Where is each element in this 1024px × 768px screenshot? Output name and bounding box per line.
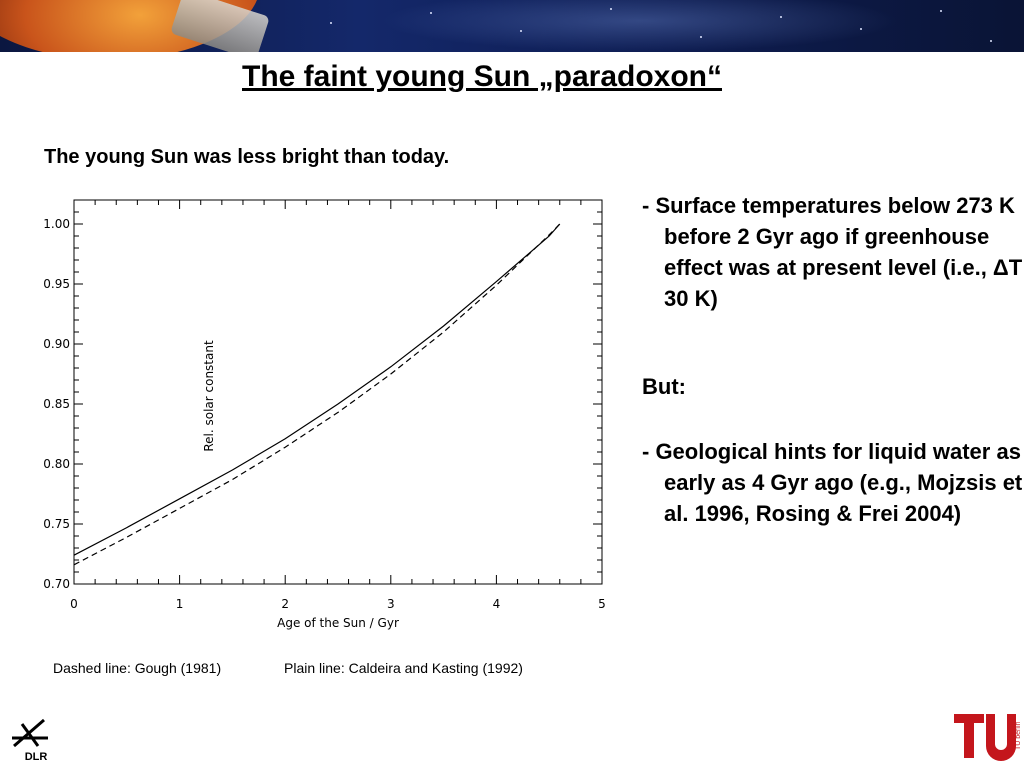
caption-plain-line: Plain line: Caldeira and Kasting (1992) [284,660,523,676]
x-axis-label: Age of the Sun / Gyr [277,616,399,630]
y-tick-label: 0.75 [43,517,70,531]
y-tick-label: 1.00 [43,217,70,231]
tu-berlin-logo: TU berlin [954,714,1022,761]
y-tick-label: 0.85 [43,397,70,411]
y-tick-label: 0.80 [43,457,70,471]
star [610,8,612,10]
dlr-logo-icon [12,718,48,748]
star [860,28,862,30]
axis-ticks [73,199,603,585]
y-tick-label: 0.95 [43,277,70,291]
star [780,16,782,18]
tu-logo-u [986,714,1016,761]
dlr-logo-text: DLR [25,751,48,762]
y-tick-label: 0.90 [43,337,70,351]
series-line-caldeira-kasting [73,223,561,556]
slide-subtitle: The young Sun was less bright than today… [44,146,450,168]
x-tick-label: 5 [598,597,606,611]
x-tick-labels: 0 1 2 3 4 5 [70,597,606,611]
x-tick-label: 2 [281,597,289,611]
x-tick-label: 3 [387,597,395,611]
star [520,30,522,32]
tu-logo-stem [964,714,974,758]
caption-dashed-line: Dashed line: Gough (1981) [53,660,222,676]
solar-constant-chart: 0 1 2 3 4 5 0.70 0.75 0.80 0.85 0.90 0.95 1.00 Age … [43,199,606,630]
dlr-logo: DLR [12,718,48,762]
series-line-gough [73,223,561,566]
y-tick-label: 0.70 [43,577,70,591]
y-axis-label: Rel. solar constant [202,340,216,452]
x-tick-label: 1 [176,597,184,611]
nebula-haze [380,0,900,52]
header-banner [0,0,1024,52]
plot-frame [73,199,603,585]
star [330,22,332,24]
star [940,10,942,12]
star [700,36,702,38]
tu-logo-text: TU berlin [1015,721,1022,750]
star [430,12,432,14]
bullet-geological-hints: - Geological hints for liquid water as e… [642,439,1023,526]
x-tick-label: 4 [493,597,501,611]
slide-title: The faint young Sun „paradoxon“ [242,60,722,93]
x-tick-label: 0 [70,597,78,611]
but-label: But: [642,374,686,399]
bullet-surface-temperatures: - Surface temperatures below 273 K befor… [642,193,1024,311]
y-tick-labels: 0.70 0.75 0.80 0.85 0.90 0.95 1.00 [43,217,70,591]
star [990,40,992,42]
